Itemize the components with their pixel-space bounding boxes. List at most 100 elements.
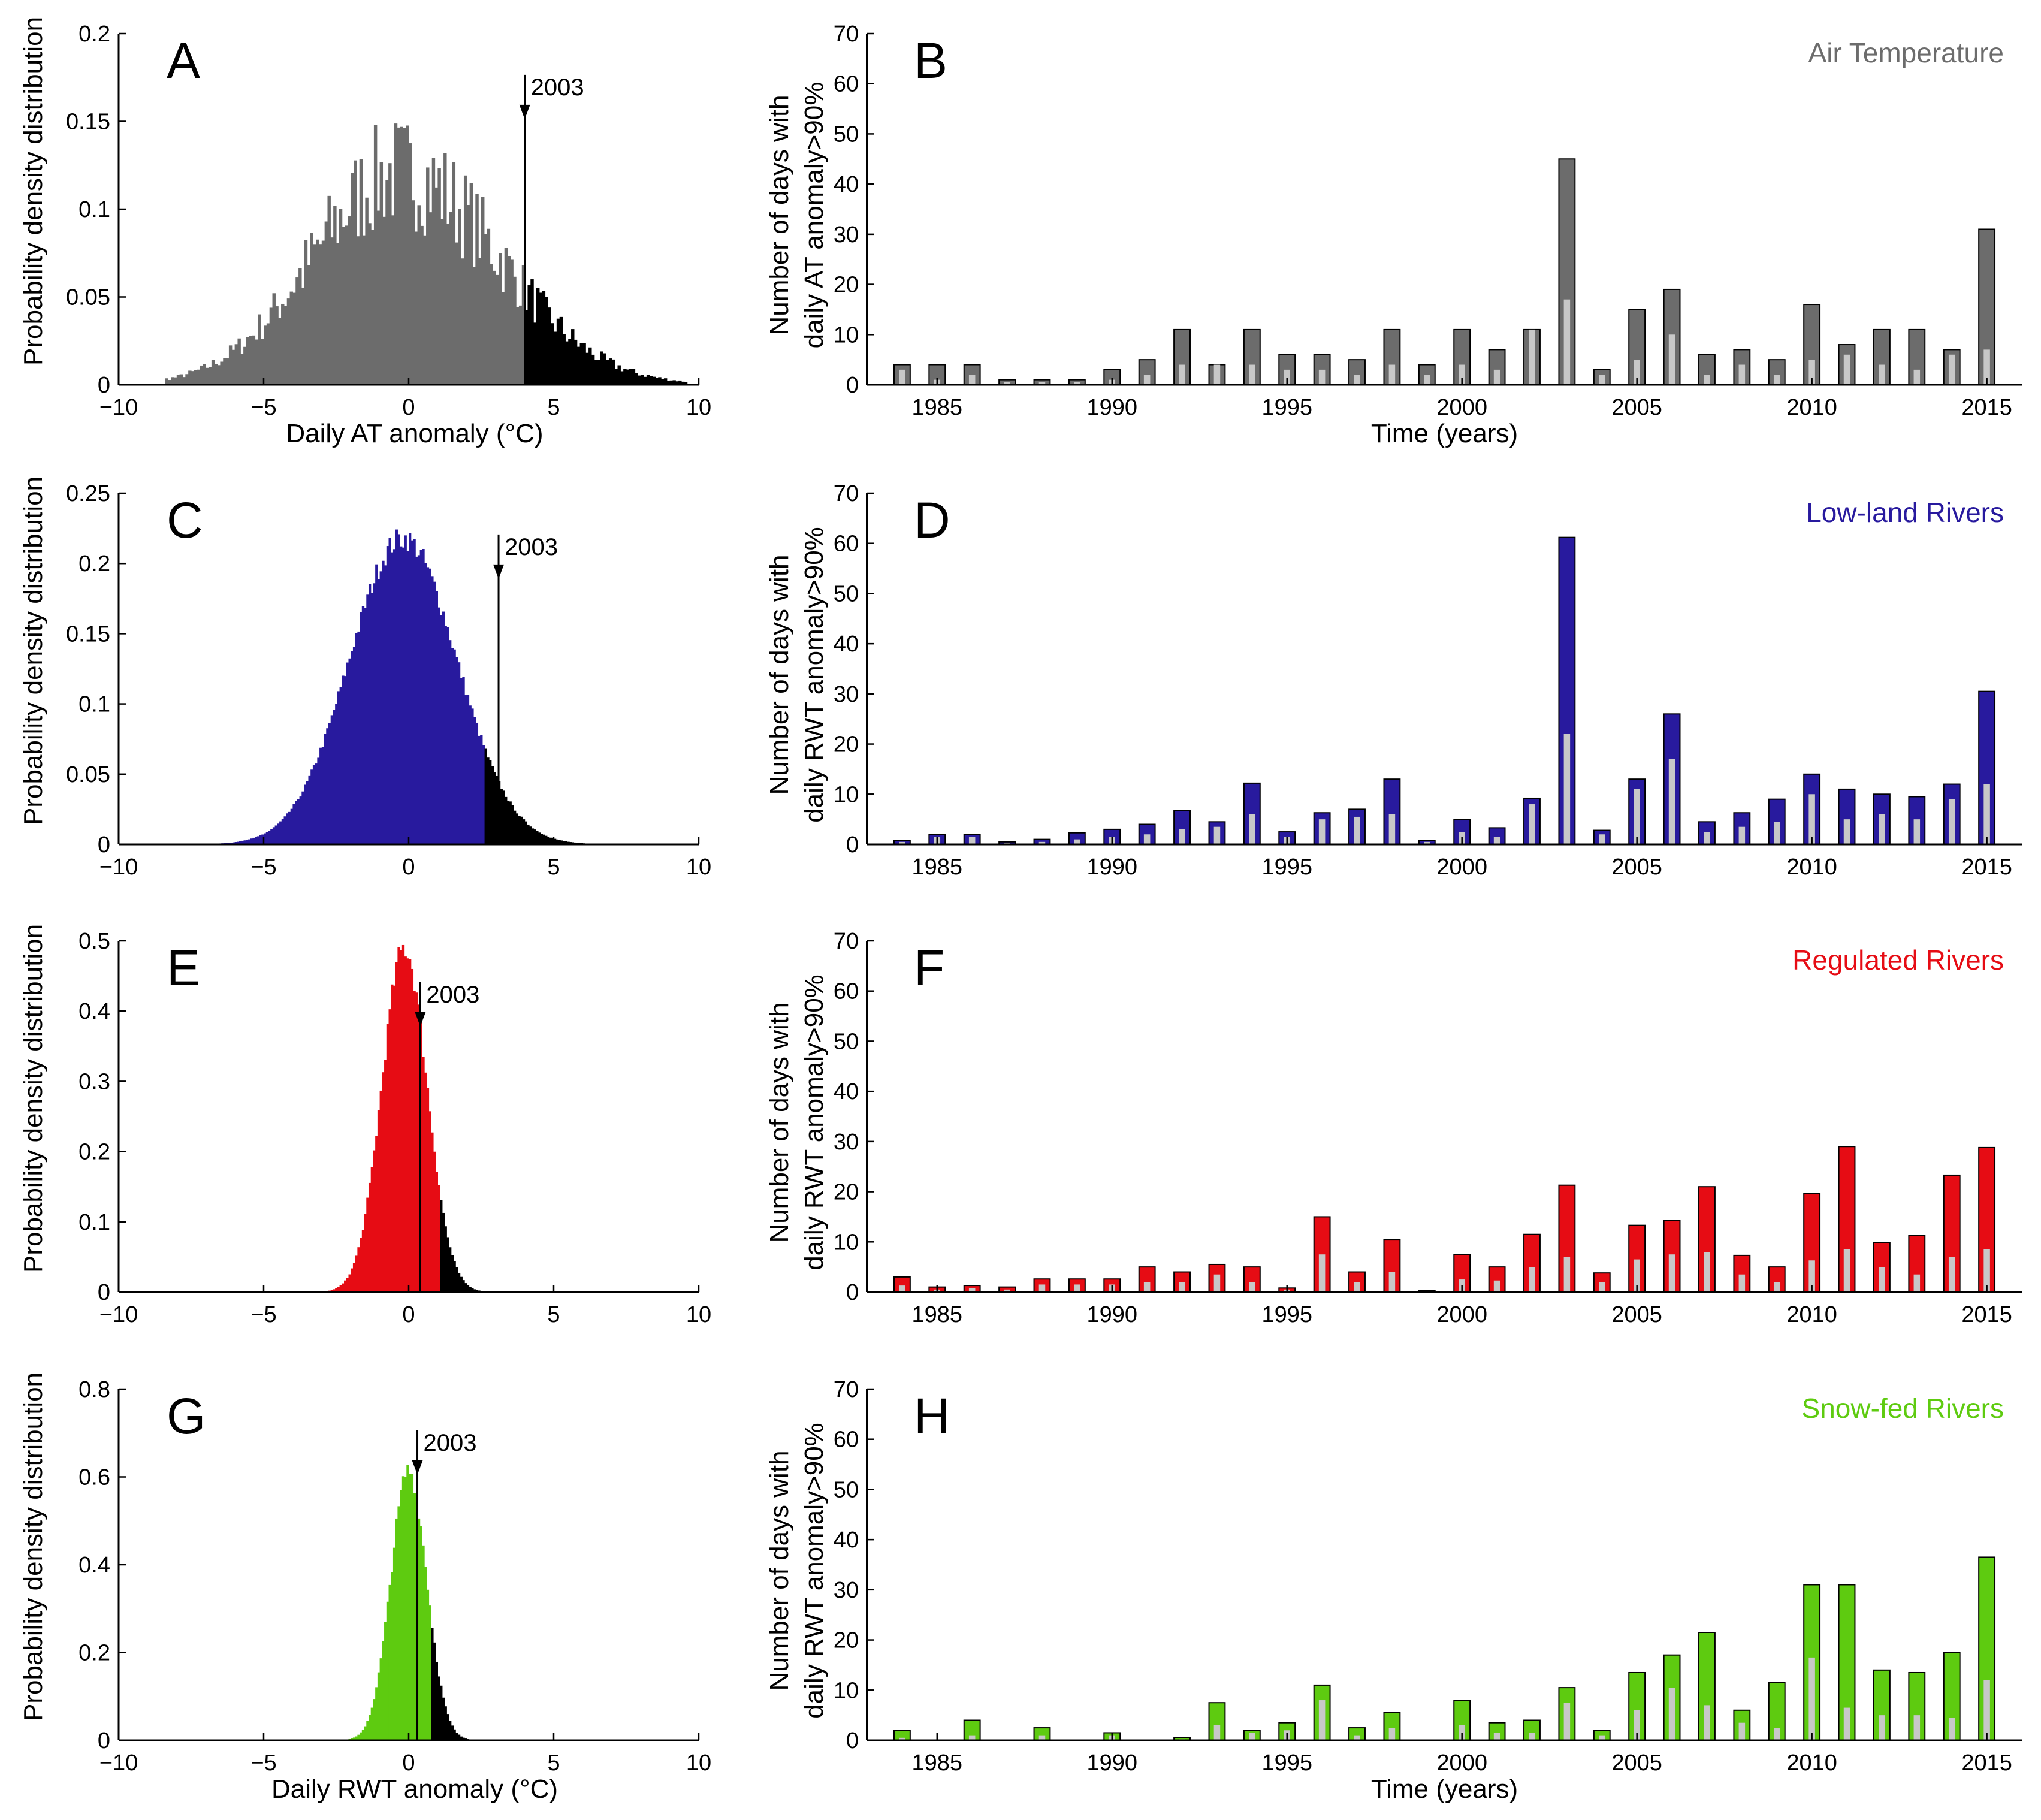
x-tick-label: 2010 bbox=[1786, 1302, 1837, 1327]
histogram-bin bbox=[237, 338, 241, 385]
y-tick-label: 0.4 bbox=[78, 1553, 110, 1578]
histogram-bin bbox=[326, 728, 329, 844]
histogram-bin bbox=[351, 651, 354, 844]
bar-subset bbox=[1493, 369, 1500, 385]
histogram-bin bbox=[335, 1288, 338, 1292]
x-tick-label: 5 bbox=[547, 1750, 560, 1776]
histogram-bin bbox=[252, 335, 256, 385]
histogram-bin bbox=[264, 325, 267, 385]
bar-subset bbox=[1634, 1259, 1640, 1292]
histogram-bin bbox=[559, 316, 563, 385]
bar-subset bbox=[1913, 1715, 1921, 1740]
x-tick-label: 1995 bbox=[1261, 1750, 1312, 1776]
histogram-bin bbox=[515, 813, 519, 844]
histogram-bin bbox=[569, 842, 572, 844]
histogram-bin bbox=[393, 985, 396, 1292]
histogram-bin bbox=[457, 1273, 461, 1292]
histogram-bin bbox=[359, 159, 363, 385]
histogram-bin bbox=[455, 657, 458, 844]
histogram-bin bbox=[265, 832, 269, 844]
histogram-bin bbox=[446, 1714, 449, 1740]
y-tick-label: 0 bbox=[846, 1728, 859, 1753]
histogram-bin bbox=[435, 1661, 438, 1740]
histogram-bin bbox=[241, 840, 244, 844]
histogram-bin bbox=[330, 715, 334, 844]
histogram-bin bbox=[351, 1268, 354, 1292]
histogram-bin bbox=[286, 813, 289, 844]
histogram-bin bbox=[585, 352, 589, 385]
histogram-bin bbox=[571, 842, 575, 844]
histogram-bin bbox=[437, 1676, 440, 1740]
histogram-bin bbox=[232, 842, 236, 844]
bar-subset bbox=[1634, 360, 1640, 385]
histogram-bin bbox=[423, 235, 427, 385]
histogram-bin bbox=[597, 360, 601, 385]
histogram-bin bbox=[521, 265, 526, 385]
histogram-bin bbox=[493, 270, 496, 385]
histogram-bin bbox=[594, 360, 598, 385]
bar-subset bbox=[899, 369, 905, 385]
histogram-bin bbox=[646, 375, 650, 385]
histogram-bin bbox=[328, 723, 331, 844]
histogram-bin bbox=[373, 583, 376, 844]
bar-subset bbox=[1354, 375, 1360, 385]
histogram-bin bbox=[444, 626, 447, 844]
bar-subset bbox=[1563, 1703, 1571, 1740]
histogram-bin bbox=[200, 365, 203, 385]
y-tick-label: 0.8 bbox=[78, 1377, 110, 1402]
panel-title: Low-land Rivers bbox=[1806, 497, 2004, 528]
histogram-bin bbox=[482, 745, 485, 844]
x-tick-label: −5 bbox=[250, 1750, 276, 1776]
histogram-bin bbox=[406, 125, 409, 385]
bar-subset bbox=[1599, 375, 1605, 385]
histogram-bin bbox=[453, 649, 456, 844]
histogram-bin bbox=[426, 567, 430, 844]
panel-title: Air Temperature bbox=[1808, 37, 2004, 68]
histogram-bin bbox=[356, 236, 360, 385]
histogram-bin bbox=[520, 816, 523, 844]
bar-subset bbox=[1843, 1249, 1850, 1292]
histogram-bin bbox=[283, 816, 286, 844]
histogram-bin bbox=[542, 834, 545, 844]
histogram-bin bbox=[414, 231, 418, 385]
y-tick-label: 0.15 bbox=[66, 621, 110, 647]
x-tick-label: 2015 bbox=[1961, 1302, 2012, 1327]
histogram-bin bbox=[529, 826, 532, 844]
histogram-bin bbox=[289, 291, 293, 385]
histogram-bin bbox=[360, 612, 363, 844]
histogram-bin bbox=[591, 354, 595, 385]
marker-arrow-icon bbox=[519, 104, 530, 119]
y-tick-label: 0.1 bbox=[78, 197, 110, 222]
bar-subset bbox=[1634, 1710, 1640, 1740]
y-axis-label-line: Number of days with bbox=[765, 95, 794, 335]
histogram-bin bbox=[464, 695, 467, 844]
y-tick-label: 0 bbox=[98, 1728, 110, 1753]
bar-subset bbox=[1563, 1257, 1571, 1292]
y-tick-label: 0 bbox=[846, 832, 859, 858]
marker-2003-label: 2003 bbox=[426, 982, 479, 1008]
histogram-bin bbox=[272, 293, 276, 385]
histogram-bin bbox=[548, 307, 551, 385]
panel-d: Low-land Rivers 0 10 20 30 40 50 60 70 1985 1990 19… bbox=[765, 481, 2022, 880]
histogram-bin bbox=[410, 540, 414, 844]
histogram-bin bbox=[501, 292, 505, 385]
histogram-bin bbox=[484, 234, 488, 385]
histogram-bin bbox=[352, 1263, 356, 1292]
y-tick-label: 0.4 bbox=[78, 999, 110, 1024]
panel-h: Snow-fed Rivers 0 10 20 30 40 50 60 70 1985 1990 19… bbox=[765, 1377, 2022, 1804]
bar-subset bbox=[1354, 1735, 1360, 1740]
bar-subset bbox=[1038, 1284, 1046, 1292]
histogram-bin bbox=[556, 318, 560, 385]
histogram-bin bbox=[644, 376, 647, 385]
histogram-bin bbox=[480, 735, 483, 844]
histogram-bin bbox=[539, 292, 543, 385]
histogram-bin bbox=[344, 1280, 347, 1292]
histogram-bin bbox=[424, 1072, 427, 1292]
histogram-bin bbox=[516, 307, 520, 385]
y-axis-label: Number of days with daily RWT anomaly>90% bbox=[765, 974, 829, 1270]
histogram-bin bbox=[355, 1255, 358, 1292]
x-tick-label: −5 bbox=[250, 395, 276, 420]
histogram-bin bbox=[364, 1214, 367, 1292]
x-tick-label: 1990 bbox=[1086, 1750, 1137, 1776]
bar-subset bbox=[1668, 1254, 1675, 1292]
